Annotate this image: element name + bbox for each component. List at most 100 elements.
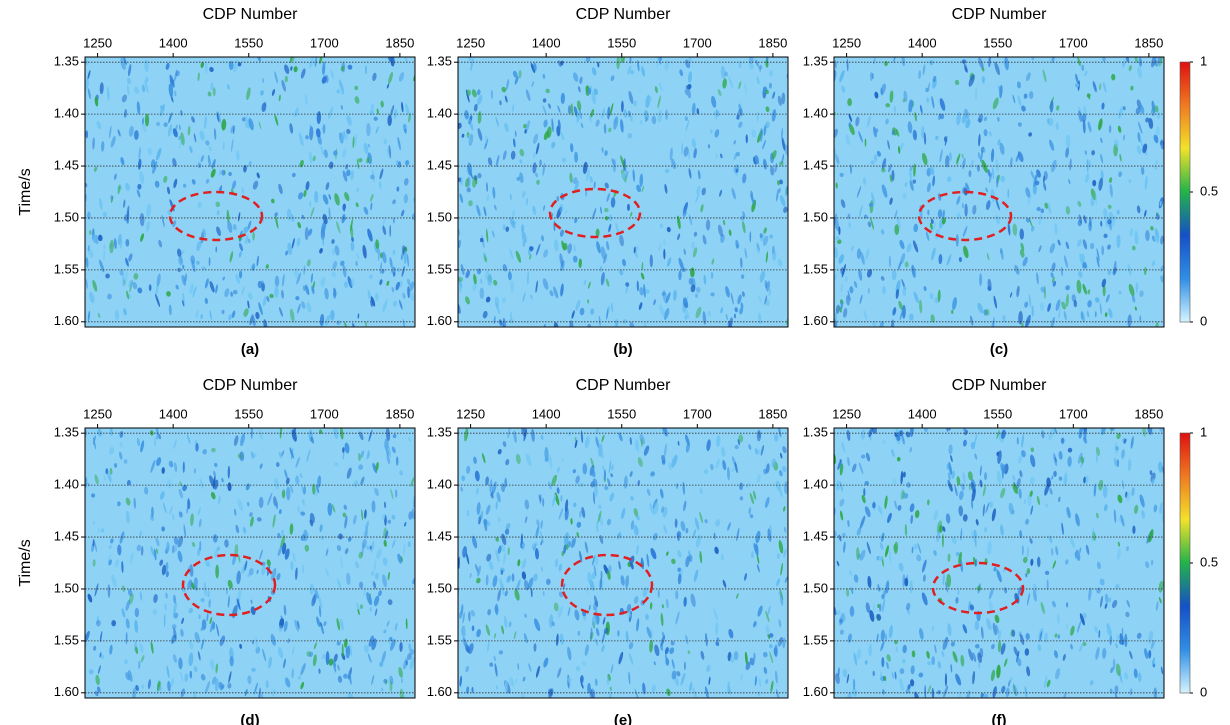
heatmap-texture — [83, 424, 417, 705]
texture — [393, 250, 396, 255]
x-tick-label: 1400 — [532, 35, 561, 50]
x-tick-label: 1250 — [832, 406, 861, 421]
x-tick-label: 1850 — [385, 406, 414, 421]
y-tick-label: 1.60 — [427, 684, 452, 699]
texture — [769, 83, 772, 89]
x-tick-label: 1700 — [683, 35, 712, 50]
y-tick-label: 1.55 — [427, 261, 452, 276]
texture — [910, 580, 913, 593]
x-tick-label: 1850 — [758, 406, 787, 421]
texture — [258, 281, 263, 288]
x-axis-title: CDP Number — [576, 6, 672, 23]
x-tick-label: 1850 — [758, 35, 787, 50]
y-tick-label: 1.50 — [54, 209, 79, 224]
y-tick-label: 1.50 — [803, 209, 828, 224]
x-axis-title: CDP Number — [952, 377, 1048, 394]
y-tick-label: 1.50 — [427, 209, 452, 224]
y-tick-label: 1.35 — [803, 425, 828, 440]
x-tick-label: 1700 — [310, 406, 339, 421]
y-tick-label: 1.40 — [803, 477, 828, 492]
y-tick-label: 1.45 — [54, 528, 79, 543]
x-axis-title: CDP Number — [203, 377, 299, 394]
y-tick-label: 1.35 — [54, 54, 79, 69]
x-tick-label: 1550 — [234, 406, 263, 421]
y-tick-label: 1.55 — [803, 261, 828, 276]
texture — [956, 234, 959, 247]
heatmap-texture — [832, 422, 1166, 704]
y-tick-label: 1.35 — [427, 54, 452, 69]
texture — [912, 180, 916, 184]
y-tick-label: 1.45 — [427, 157, 452, 172]
texture — [881, 657, 884, 667]
y-tick-label: 1.60 — [54, 313, 79, 328]
panel-label: (d) — [240, 712, 259, 725]
texture — [1117, 459, 1119, 467]
y-tick-label: 1.35 — [427, 425, 452, 440]
y-tick-label: 1.40 — [54, 106, 79, 121]
colorbar-tick-label: 0 — [1200, 684, 1207, 699]
y-tick-label: 1.55 — [54, 261, 79, 276]
x-tick-label: 1550 — [607, 406, 636, 421]
x-tick-label: 1400 — [159, 35, 188, 50]
x-tick-label: 1250 — [83, 406, 112, 421]
y-tick-label: 1.60 — [803, 313, 828, 328]
x-tick-label: 1400 — [908, 406, 937, 421]
colorbar-tick-label: 1 — [1200, 53, 1207, 68]
colorbar-tick-label: 0.5 — [1200, 554, 1218, 569]
y-axis-title: Time/s — [17, 539, 34, 586]
colorbar — [1180, 62, 1190, 322]
x-tick-label: 1550 — [234, 35, 263, 50]
y-tick-label: 1.45 — [54, 157, 79, 172]
panel-label: (c) — [990, 341, 1008, 358]
texture — [865, 138, 867, 146]
texture — [909, 314, 914, 321]
heatmap-texture — [831, 52, 1166, 334]
x-tick-label: 1250 — [456, 35, 485, 50]
texture — [215, 246, 217, 252]
y-tick-label: 1.35 — [803, 54, 828, 69]
texture — [145, 114, 149, 127]
y-tick-label: 1.50 — [427, 580, 452, 595]
heatmap-texture — [83, 53, 417, 331]
x-tick-label: 1700 — [1059, 35, 1088, 50]
x-tick-label: 1400 — [532, 406, 561, 421]
x-axis-title: CDP Number — [952, 6, 1048, 23]
texture — [472, 625, 475, 631]
colorbar-tick-label: 1 — [1200, 424, 1207, 439]
texture — [213, 87, 216, 96]
colorbar-tick-label: 0 — [1200, 313, 1207, 328]
x-tick-label: 1850 — [1134, 35, 1163, 50]
x-tick-label: 1250 — [456, 406, 485, 421]
y-tick-label: 1.40 — [803, 106, 828, 121]
heatmap-background — [458, 428, 788, 698]
y-tick-label: 1.50 — [803, 580, 828, 595]
y-tick-label: 1.40 — [427, 106, 452, 121]
x-axis-title: CDP Number — [203, 6, 299, 23]
texture — [468, 200, 473, 206]
texture — [900, 668, 905, 674]
x-tick-label: 1700 — [683, 406, 712, 421]
x-axis-title: CDP Number — [576, 377, 672, 394]
texture — [491, 90, 493, 99]
x-tick-label: 1550 — [607, 35, 636, 50]
x-tick-label: 1400 — [908, 35, 937, 50]
x-tick-label: 1400 — [159, 406, 188, 421]
heatmap-background — [85, 428, 415, 698]
texture — [369, 607, 372, 612]
y-tick-label: 1.60 — [427, 313, 452, 328]
x-tick-label: 1250 — [83, 35, 112, 50]
y-tick-label: 1.40 — [427, 477, 452, 492]
x-tick-label: 1850 — [1134, 406, 1163, 421]
x-tick-label: 1550 — [983, 35, 1012, 50]
texture — [1031, 305, 1033, 317]
x-tick-label: 1250 — [832, 35, 861, 50]
texture — [276, 502, 278, 510]
y-tick-label: 1.45 — [803, 528, 828, 543]
heatmap-texture — [457, 423, 789, 701]
heatmap-texture — [455, 53, 791, 333]
x-tick-label: 1550 — [983, 406, 1012, 421]
texture — [964, 204, 967, 217]
panel-label: (a) — [241, 341, 259, 358]
y-tick-label: 1.35 — [54, 425, 79, 440]
